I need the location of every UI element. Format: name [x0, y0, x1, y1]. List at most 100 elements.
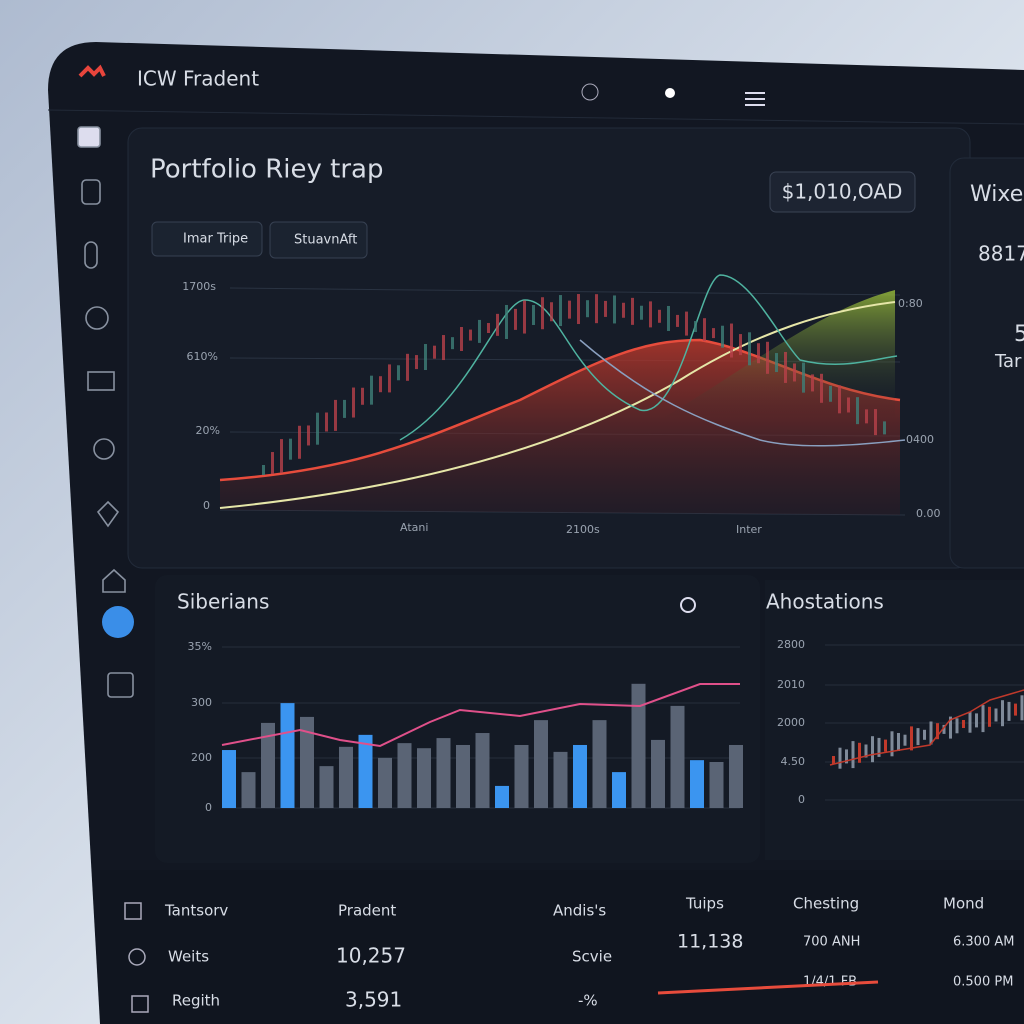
candles — [262, 294, 886, 475]
candle — [289, 438, 292, 460]
axis-labels: 2800 2010 2000 4.50 0 — [777, 638, 1024, 806]
bottom-panel — [100, 870, 1024, 1024]
portfolio-title: Portfolio Riey trap — [150, 155, 383, 185]
candle — [496, 313, 499, 336]
candle — [775, 353, 778, 373]
y-label: 4.50 — [781, 755, 806, 768]
nav-icon[interactable] — [93, 438, 115, 460]
candle — [298, 425, 301, 459]
bar — [397, 743, 412, 808]
pin-icon[interactable] — [680, 597, 696, 613]
candle — [874, 409, 877, 436]
candle — [469, 329, 472, 341]
tab[interactable] — [269, 221, 368, 259]
stat-header: Chesting — [793, 895, 859, 913]
line-teal — [399, 274, 898, 441]
candle — [851, 741, 855, 769]
nav-icon[interactable] — [84, 241, 98, 269]
candle — [559, 295, 562, 327]
candle — [757, 343, 760, 364]
candle — [631, 297, 634, 325]
right-label: 0400 — [906, 433, 934, 446]
nav-icon[interactable] — [96, 500, 120, 528]
bar — [222, 750, 236, 808]
bar — [670, 705, 685, 808]
nav-icon[interactable] — [102, 568, 126, 593]
candle — [884, 739, 887, 752]
side-number: 5 — [1014, 322, 1024, 347]
candle — [325, 412, 328, 432]
y-label: 2000 — [777, 716, 805, 729]
candle — [748, 332, 751, 366]
candle — [694, 321, 697, 333]
bar — [553, 751, 568, 808]
candle — [949, 716, 952, 739]
candle — [962, 720, 965, 728]
icon[interactable] — [581, 83, 599, 101]
stat-value: 700 ANH — [803, 935, 860, 950]
candle — [604, 300, 607, 317]
candle — [595, 294, 598, 324]
table-cell: 10,257 — [336, 944, 406, 968]
nav-active[interactable] — [102, 606, 134, 638]
candle — [829, 385, 832, 402]
candle — [280, 439, 283, 474]
candle — [845, 749, 848, 764]
bar — [690, 760, 704, 808]
side-value: 8817 — [978, 242, 1024, 266]
ahostations-title: Ahostations — [766, 590, 884, 614]
nav-icon[interactable] — [81, 179, 101, 205]
side-card — [949, 157, 1024, 569]
candle — [793, 363, 796, 382]
line-yellow — [219, 301, 896, 509]
nav-icon[interactable] — [85, 306, 109, 330]
candle — [406, 353, 409, 381]
candle — [523, 300, 526, 334]
bar — [319, 766, 334, 808]
candle — [703, 318, 706, 342]
siberians-title: Siberians — [177, 590, 269, 614]
bar — [378, 757, 392, 808]
candle — [903, 734, 907, 746]
candle — [883, 421, 886, 435]
candle — [975, 713, 978, 728]
y-label: 0 — [798, 793, 805, 806]
bar — [495, 785, 509, 808]
bar — [436, 738, 451, 808]
candle — [847, 397, 850, 413]
y-label: 610% — [187, 350, 218, 363]
candle — [864, 744, 868, 758]
candle — [397, 365, 400, 381]
nav-icon[interactable] — [87, 371, 115, 391]
tab-label[interactable]: Imar Tripe — [183, 232, 248, 247]
candle — [1001, 700, 1004, 727]
candle — [658, 309, 661, 323]
candle — [316, 412, 319, 445]
y-label: 0 — [205, 801, 212, 814]
right-label: 0.00 — [916, 507, 941, 520]
tab[interactable] — [151, 221, 263, 257]
row-icon — [128, 948, 146, 966]
total-box — [769, 171, 916, 213]
user-icon[interactable] — [665, 88, 675, 98]
x-label: Inter — [736, 523, 762, 536]
candle — [820, 373, 823, 403]
table-header: Pradent — [338, 902, 396, 920]
candle — [923, 729, 926, 740]
siberians-card — [155, 575, 760, 863]
table-cell: 3,591 — [345, 988, 402, 1012]
candle — [988, 706, 991, 727]
candle — [766, 341, 769, 374]
candle — [370, 375, 373, 405]
candle — [667, 305, 670, 331]
tab-label[interactable]: StuavnAft — [294, 233, 357, 248]
menu-icon[interactable] — [745, 92, 765, 106]
nav-icon[interactable] — [107, 672, 134, 698]
candle — [532, 304, 535, 325]
candle — [858, 742, 861, 763]
nav-icon[interactable] — [77, 126, 101, 148]
table-cell: Scvie — [572, 948, 612, 966]
total: $1,010,OAD — [782, 180, 903, 204]
